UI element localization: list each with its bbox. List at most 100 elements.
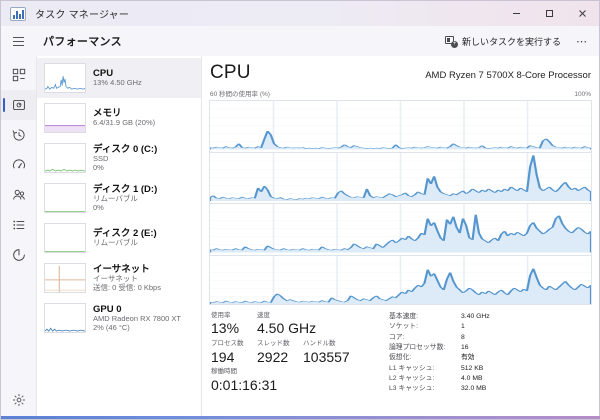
sidebar-item-gpu0[interactable]: GPU 0 AMD Radeon RX 7800 XT 2% (46 °C) xyxy=(37,298,201,338)
sidebar-item-disk1-name: ディスク 1 (D:) xyxy=(93,183,158,195)
nav-item-app-history[interactable] xyxy=(1,120,36,150)
stat-uptime-value: 0:01:16:31 xyxy=(211,376,278,393)
nav-item-services[interactable] xyxy=(1,240,36,270)
services-icon xyxy=(12,248,26,262)
sidebar-item-memory-text: メモリ 6.4/31.9 GB (20%) xyxy=(93,108,155,128)
sidebar-item-disk2-text: ディスク 2 (E:) リムーバブル xyxy=(93,228,157,248)
memory-thumb-icon xyxy=(44,103,86,133)
stat-utilization: 使用率 13% xyxy=(211,312,257,337)
spec-logical-processors-key: 論理プロセッサ数: xyxy=(389,343,446,351)
cpu-stats-left: 使用率 13% 速度 4.50 GHz プロセス数 194 xyxy=(211,312,383,419)
nav-item-details[interactable] xyxy=(1,210,36,240)
disk2-thumb-icon xyxy=(44,223,86,253)
spec-l1-cache: L1 キャッシュ: 512 KB xyxy=(389,364,590,374)
spec-sockets-key: ソケット: xyxy=(389,323,419,331)
stat-speed-label: 速度 xyxy=(257,312,270,319)
run-new-task-button[interactable]: + 新しいタスクを実行する xyxy=(437,31,569,52)
spec-l2-cache-key: L2 キャッシュ: xyxy=(389,374,435,382)
sidebar-item-cpu-sub1: 13% 4.50 GHz xyxy=(93,78,142,88)
spec-l3-cache: L3 キャッシュ: 32.0 MB xyxy=(389,384,590,394)
sidebar-item-disk0-sub1: SSD xyxy=(93,153,109,163)
stat-row-uptime: 稼働時間 0:01:16:31 xyxy=(211,368,383,393)
nav-item-startup-apps[interactable] xyxy=(1,150,36,180)
cpu-utilization-graphs[interactable] xyxy=(209,100,592,305)
spec-cores-key: コア: xyxy=(389,333,405,341)
sidebar-item-ethernet-sub2: 送信: 0 受信: 0 Kbps xyxy=(93,282,161,292)
cpu-model-name: AMD Ryzen 7 5700X 8-Core Processor xyxy=(425,70,591,81)
sidebar-item-disk2-name: ディスク 2 (E:) xyxy=(93,227,157,239)
spec-logical-processors: 論理プロセッサ数: 16 xyxy=(389,343,590,353)
sidebar-item-disk2[interactable]: ディスク 2 (E:) リムーバブル xyxy=(37,218,201,258)
spec-logical-processors-value: 16 xyxy=(461,343,469,351)
stat-processes: プロセス数 194 xyxy=(211,340,257,365)
nav-item-performance[interactable] xyxy=(1,90,36,120)
sidebar-item-disk0[interactable]: ディスク 0 (C:) SSD 0% xyxy=(37,138,201,178)
sidebar-item-gpu0-sub1: AMD Radeon RX 7800 XT xyxy=(93,313,181,323)
stat-handles-value: 103557 xyxy=(303,348,350,365)
sidebar-item-memory-sub1: 6.4/31.9 GB (20%) xyxy=(93,118,156,128)
sidebar-item-memory[interactable]: メモリ 6.4/31.9 GB (20%) xyxy=(37,98,201,138)
stat-row-counts: プロセス数 194 スレッド数 2922 ハンドル数 103557 xyxy=(211,340,383,365)
cpu-graph-row-2 xyxy=(210,151,591,201)
gear-icon xyxy=(12,393,26,412)
graph-xlabel: 60 秒間の使用率 (%) xyxy=(210,91,270,98)
spec-virtualization-key: 仮想化: xyxy=(389,354,412,362)
spec-l1-cache-value: 512 KB xyxy=(461,364,484,372)
cpu-graph-svg-3 xyxy=(210,204,591,253)
ethernet-thumb-icon xyxy=(44,263,86,293)
spec-sockets-value: 1 xyxy=(461,323,465,331)
nav-item-users[interactable] xyxy=(1,180,36,210)
sidebar-item-disk2-sub1: リムーバブル xyxy=(93,238,138,248)
spec-l1-cache-key: L1 キャッシュ: xyxy=(389,364,435,372)
disk1-thumb-icon xyxy=(44,183,86,213)
stat-uptime: 稼働時間 0:01:16:31 xyxy=(211,368,277,393)
sidebar-item-ethernet-sub1: イーサネット xyxy=(93,273,138,283)
sidebar-item-memory-name: メモリ xyxy=(93,107,122,119)
hamburger-icon[interactable] xyxy=(1,26,35,56)
nav-rail xyxy=(1,56,36,419)
cpu-spec-list: 基本速度: 3.40 GHz ソケット: 1 コア: 8 論理プロセッサ数: 1… xyxy=(383,312,590,419)
sidebar-item-disk1-sub2: 0% xyxy=(93,202,104,212)
cpu-graph-row-3 xyxy=(210,203,591,253)
performance-detail-pane: CPU AMD Ryzen 7 5700X 8-Core Processor 6… xyxy=(201,56,599,419)
stat-processes-value: 194 xyxy=(211,348,235,365)
cpu-graph-row-1 xyxy=(210,101,591,150)
spec-virtualization: 仮想化: 有効 xyxy=(389,353,590,363)
close-icon[interactable] xyxy=(566,1,599,26)
sidebar-item-gpu0-name: GPU 0 xyxy=(93,303,122,315)
spec-l2-cache: L2 キャッシュ: 4.0 MB xyxy=(389,374,590,384)
sidebar-item-cpu-text: CPU 13% 4.50 GHz xyxy=(93,68,142,88)
resource-list: CPU 13% 4.50 GHz メモリ 6.4/31.9 GB (20%) xyxy=(36,56,201,419)
more-options-icon[interactable]: ⋯ xyxy=(576,35,588,48)
cpu-header: CPU AMD Ryzen 7 5700X 8-Core Processor xyxy=(209,63,592,84)
performance-icon xyxy=(12,98,26,112)
stat-threads: スレッド数 2922 xyxy=(257,340,303,365)
page-title: パフォーマンス xyxy=(43,36,122,48)
stat-threads-label: スレッド数 xyxy=(257,340,290,348)
cpu-graph-svg-4 xyxy=(210,255,591,304)
minimize-icon[interactable] xyxy=(500,1,533,26)
run-new-task-label: 新しいタスクを実行する xyxy=(461,36,561,47)
stat-speed-value: 4.50 GHz xyxy=(257,320,317,337)
sidebar-item-disk1-sub1: リムーバブル xyxy=(93,193,138,203)
window-body: CPU 13% 4.50 GHz メモリ 6.4/31.9 GB (20%) xyxy=(1,56,599,419)
sidebar-item-disk1[interactable]: ディスク 1 (D:) リムーバブル 0% xyxy=(37,178,201,218)
maximize-icon[interactable] xyxy=(533,1,566,26)
spec-cores: コア: 8 xyxy=(389,333,590,343)
sidebar-item-ethernet[interactable]: イーサネット イーサネット 送信: 0 受信: 0 Kbps xyxy=(37,258,201,298)
sidebar-item-gpu0-text: GPU 0 AMD Radeon RX 7800 XT 2% (46 °C) xyxy=(93,304,181,333)
nav-item-settings[interactable] xyxy=(1,385,36,419)
cpu-graph-row-4 xyxy=(210,254,591,304)
gpu-thumb-icon xyxy=(44,303,86,333)
cpu-stats: 使用率 13% 速度 4.50 GHz プロセス数 194 xyxy=(209,305,592,419)
stat-uptime-label: 稼働時間 xyxy=(211,368,237,376)
window-controls xyxy=(500,1,599,26)
stat-row-utilization: 使用率 13% 速度 4.50 GHz xyxy=(211,312,383,337)
sidebar-item-disk0-sub2: 0% xyxy=(93,162,104,172)
cpu-graph-svg-1 xyxy=(210,101,591,150)
stat-utilization-value: 13% xyxy=(211,320,240,337)
spec-virtualization-value: 有効 xyxy=(461,354,475,362)
app-history-icon xyxy=(12,128,26,142)
sidebar-item-cpu[interactable]: CPU 13% 4.50 GHz xyxy=(37,58,201,98)
nav-item-processes[interactable] xyxy=(1,60,36,90)
